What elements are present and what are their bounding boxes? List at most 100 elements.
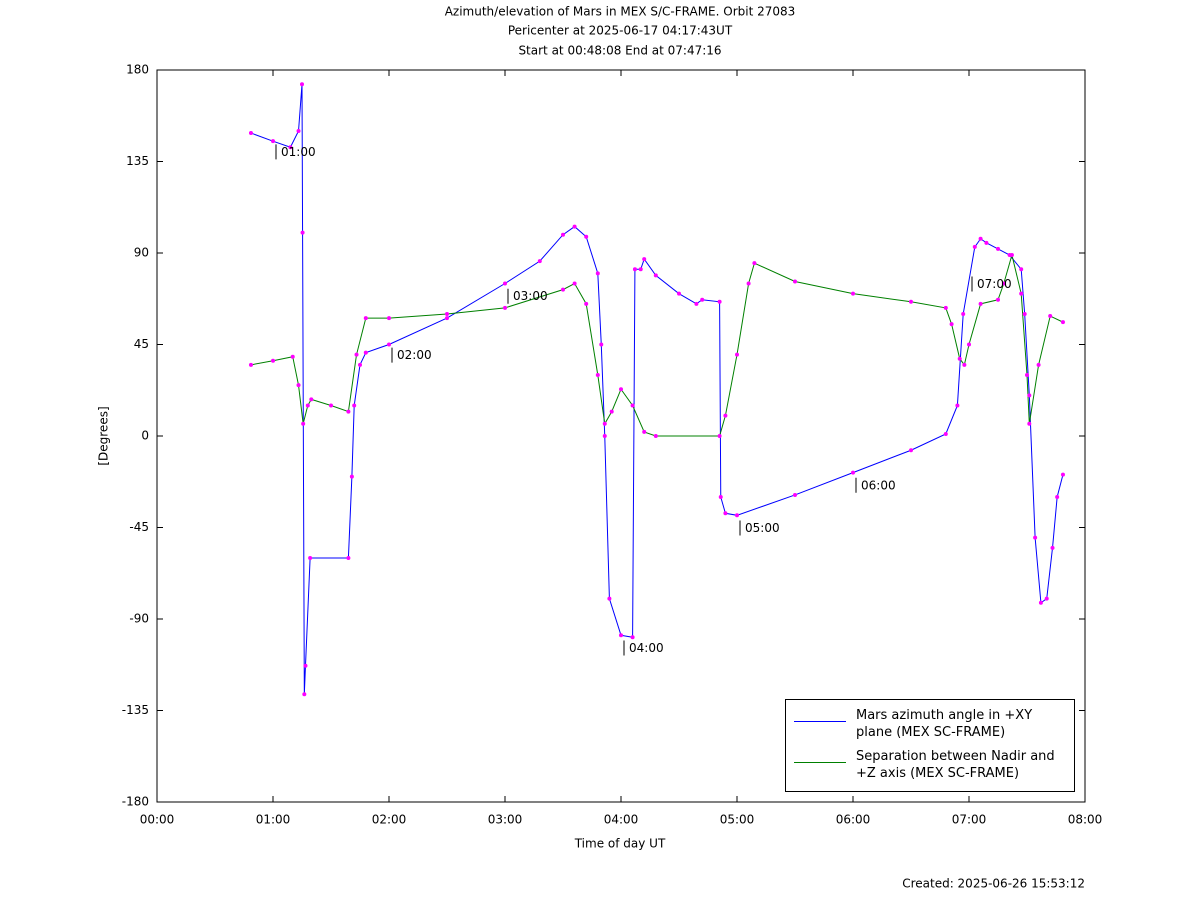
point-marker (584, 301, 589, 306)
point-marker (638, 267, 643, 272)
point-marker (1050, 545, 1055, 550)
point-marker (1055, 495, 1060, 499)
legend-entry: Mars azimuth angle in +XY plane (MEX SC-… (794, 707, 1074, 741)
point-marker (700, 297, 705, 302)
annotation: 02:00 (397, 348, 432, 362)
point-marker (607, 596, 612, 601)
chart-subtitle: Pericenter at 2025-06-17 04:17:43UT (508, 24, 733, 38)
point-marker (349, 474, 354, 479)
point-marker (717, 299, 722, 304)
point-marker (677, 291, 681, 296)
point-marker (996, 297, 1000, 302)
annotation: 07:00 (977, 277, 1012, 291)
point-marker (957, 356, 962, 361)
point-marker (445, 316, 449, 321)
point-marker (346, 409, 351, 414)
x-tick-label: 08:00 (1068, 813, 1103, 827)
point-marker (653, 434, 658, 438)
point-marker (503, 281, 507, 286)
point-marker (996, 246, 1000, 251)
point-marker (630, 635, 635, 640)
point-marker (642, 257, 647, 262)
point-marker (346, 556, 351, 560)
point-marker (1038, 600, 1043, 605)
point-marker (752, 261, 757, 266)
point-marker (248, 362, 253, 367)
annotation: 01:00 (281, 145, 316, 159)
point-marker (1036, 362, 1041, 367)
point-marker (288, 145, 293, 150)
point-marker (572, 281, 577, 286)
point-marker (694, 301, 699, 306)
legend: Mars azimuth angle in +XY plane (MEX SC-… (785, 699, 1075, 792)
point-marker (595, 373, 600, 377)
point-marker (271, 139, 275, 144)
point-marker (972, 244, 977, 249)
annotation: 04:00 (629, 641, 664, 655)
point-marker (851, 291, 855, 296)
point-marker (1001, 281, 1006, 286)
x-tick-label: 02:00 (372, 813, 407, 827)
point-marker (909, 299, 913, 304)
x-tick-label: 04:00 (604, 813, 639, 827)
point-marker (1044, 596, 1049, 601)
point-marker (943, 431, 948, 436)
y-tick-label: -135 (122, 703, 149, 717)
point-marker (632, 267, 637, 272)
point-marker (445, 312, 449, 316)
y-tick-label: 180 (126, 63, 149, 77)
point-marker (962, 362, 967, 367)
point-marker (271, 358, 275, 363)
point-marker (329, 403, 333, 408)
legend-label: Mars azimuth angle in +XY plane (MEX SC-… (856, 708, 1033, 740)
annotation: 05:00 (745, 521, 780, 535)
legend-entry: Separation between Nadir and +Z axis (ME… (794, 748, 1074, 782)
point-marker (302, 692, 307, 697)
annotation: 06:00 (861, 478, 896, 492)
point-marker (723, 511, 728, 516)
chart-title: Azimuth/elevation of Mars in MEX S/C-FRA… (445, 5, 796, 19)
point-marker (984, 240, 989, 245)
point-marker (296, 129, 301, 133)
footnote: Created: 2025-06-26 15:53:12 (902, 877, 1085, 891)
point-marker (1033, 535, 1038, 540)
x-tick-label: 01:00 (256, 813, 291, 827)
point-marker (978, 301, 983, 306)
point-marker (358, 362, 362, 367)
point-marker (300, 230, 305, 235)
point-marker (296, 383, 301, 388)
point-marker (943, 305, 948, 310)
point-marker (602, 434, 607, 438)
point-marker (301, 421, 306, 426)
point-marker (746, 281, 751, 286)
point-marker (537, 259, 542, 264)
point-marker (619, 387, 623, 392)
series-line (250, 84, 1064, 695)
point-marker (642, 429, 647, 434)
point-marker (1019, 291, 1024, 296)
point-marker (503, 305, 507, 310)
point-marker (387, 316, 391, 321)
x-tick-label: 07:00 (952, 813, 987, 827)
point-marker (1009, 253, 1014, 258)
point-marker (1019, 267, 1024, 272)
legend-swatch (794, 762, 846, 763)
point-marker (967, 342, 971, 347)
point-marker (735, 352, 739, 357)
point-marker (309, 397, 314, 402)
point-marker (723, 413, 728, 418)
y-tick-label: -180 (122, 795, 149, 809)
x-axis-label: Time of day UT (574, 837, 666, 851)
point-marker (363, 350, 368, 355)
point-marker (1027, 421, 1032, 426)
legend-swatch (794, 721, 846, 722)
point-marker (718, 495, 723, 499)
point-marker (561, 287, 565, 292)
y-tick-label: -90 (129, 612, 149, 626)
x-tick-label: 00:00 (140, 813, 175, 827)
point-marker (955, 403, 960, 408)
point-marker (630, 403, 635, 408)
point-marker (354, 352, 359, 357)
